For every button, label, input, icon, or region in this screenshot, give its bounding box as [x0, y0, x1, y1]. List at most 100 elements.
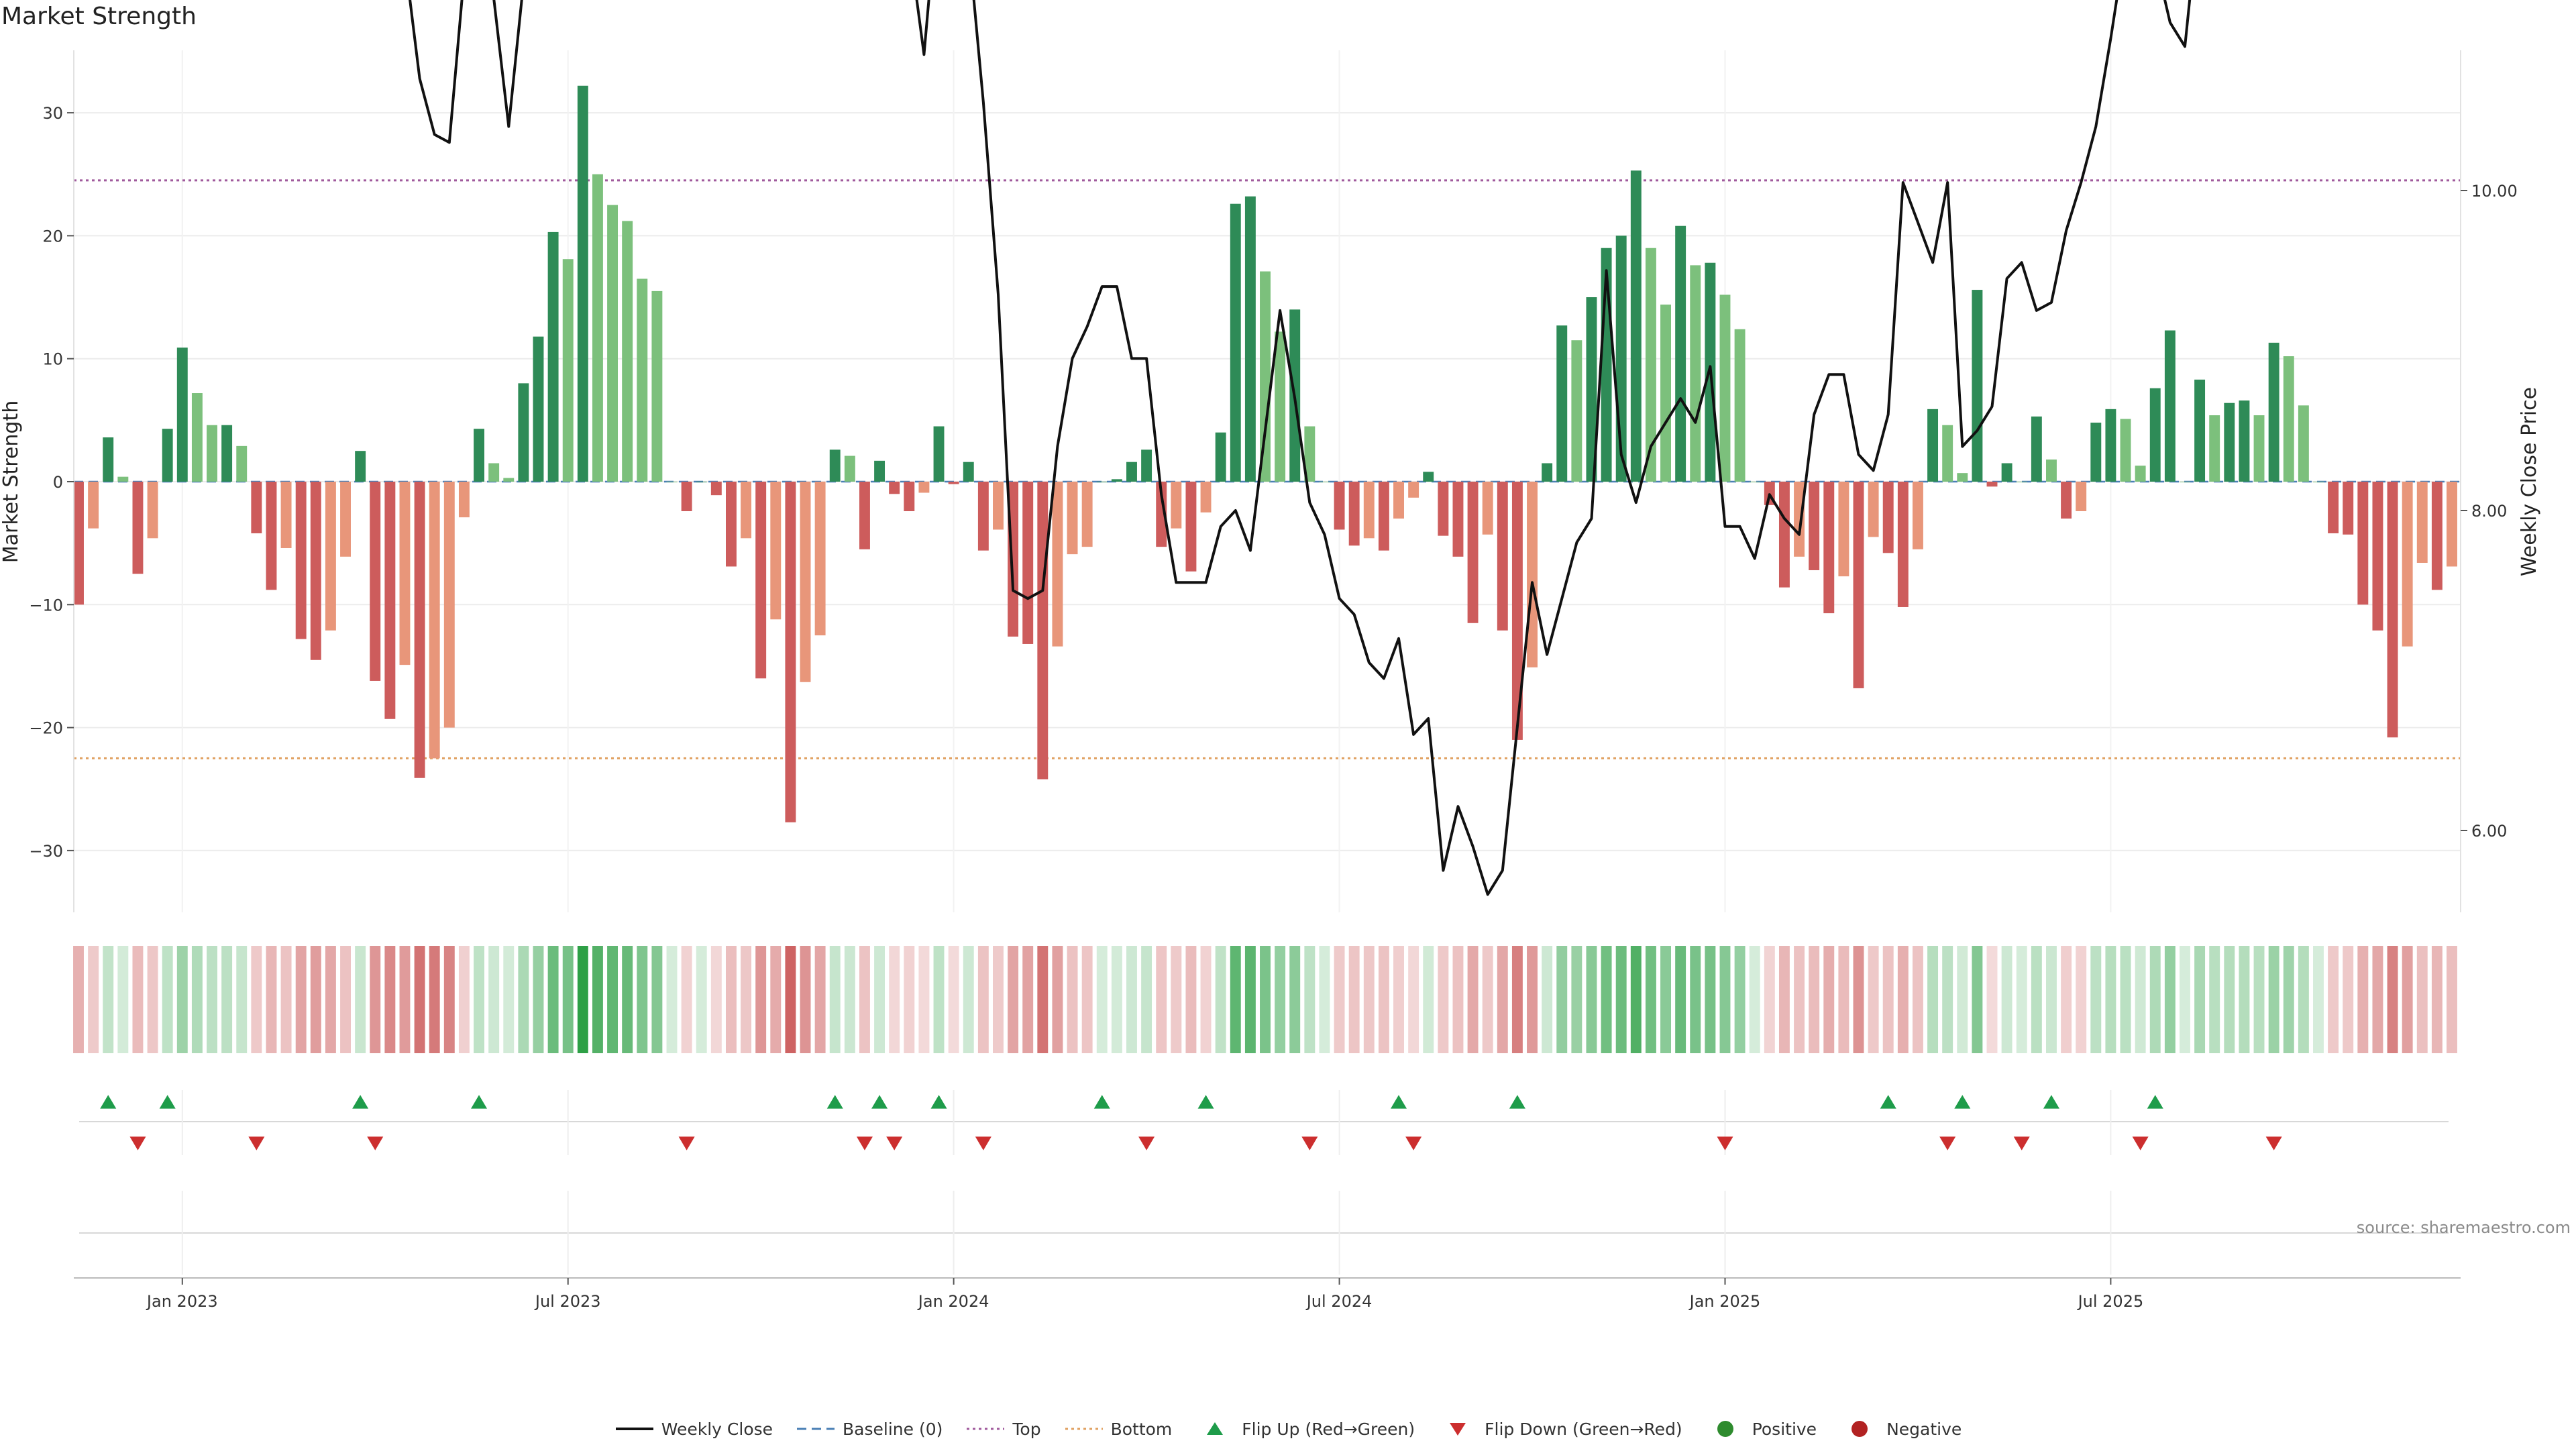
strength-bar — [2268, 342, 2279, 482]
strength-bar — [132, 482, 144, 574]
strength-bar — [1838, 482, 1849, 577]
heat-cell — [2343, 946, 2354, 1053]
heat-cell — [1778, 946, 1790, 1053]
strength-bar — [1823, 482, 1835, 614]
heat-cell — [1615, 946, 1627, 1053]
flip-up-marker — [826, 1095, 843, 1109]
heat-cell — [2313, 946, 2324, 1053]
strength-bar — [2372, 482, 2383, 631]
heat-cell — [1734, 946, 1746, 1053]
heat-cell — [1408, 946, 1419, 1053]
flip-down-marker — [678, 1136, 695, 1150]
strength-bar — [1111, 479, 1122, 482]
strength-bar — [518, 383, 529, 482]
heat-cell — [103, 946, 114, 1053]
heat-cell — [2076, 946, 2087, 1053]
heat-cell — [1141, 946, 1152, 1053]
strength-bar — [429, 482, 440, 759]
heat-cell — [1986, 946, 1998, 1053]
flip-down-marker — [886, 1136, 903, 1150]
heat-cell — [547, 946, 559, 1053]
heat-cell — [162, 946, 173, 1053]
strength-bar — [2328, 482, 2339, 533]
strength-bar — [963, 462, 974, 482]
strength-bar — [117, 476, 129, 482]
heat-cell — [1527, 946, 1538, 1053]
heat-cell — [1438, 946, 1449, 1053]
flip-down-marker — [129, 1136, 146, 1150]
strength-bar — [1719, 294, 1731, 482]
legend-symbol-icon — [1450, 1423, 1466, 1436]
heat-cell — [2416, 946, 2428, 1053]
flip-up-marker — [100, 1095, 117, 1109]
strength-bar — [1527, 482, 1538, 667]
heat-cell — [2061, 946, 2072, 1053]
flip-down-marker — [248, 1136, 265, 1150]
strength-bar — [814, 482, 826, 636]
heat-cell — [592, 946, 603, 1053]
flip-up-marker — [1197, 1095, 1214, 1109]
heat-cell — [251, 946, 262, 1053]
heat-cell — [1156, 946, 1167, 1053]
flip-up-marker — [1391, 1095, 1407, 1109]
flip-down-marker — [1301, 1136, 1318, 1150]
heat-cell — [73, 946, 84, 1053]
heat-cell — [207, 946, 217, 1053]
legend-symbol-icon — [1065, 1428, 1103, 1430]
legend-item: Flip Down (Green→Red) — [1438, 1419, 1682, 1439]
strength-bar — [2120, 419, 2131, 482]
flip-down-marker — [1138, 1136, 1155, 1150]
heat-cell — [2357, 946, 2369, 1053]
heat-cell — [2194, 946, 2206, 1053]
strength-bar — [1660, 305, 1671, 482]
strength-bar — [651, 290, 663, 482]
strength-bar — [2090, 423, 2102, 482]
heat-cell — [666, 946, 678, 1053]
x-tick-label: Jan 2025 — [1688, 1292, 1761, 1311]
strength-bar — [1482, 482, 1493, 535]
y-tick-label: 10 — [42, 350, 63, 369]
strength-bar — [1571, 340, 1582, 482]
strength-bar — [1912, 482, 1923, 549]
legend-symbol-icon — [797, 1428, 835, 1430]
heat-cell — [681, 946, 692, 1053]
weekly-close-series — [409, 0, 2192, 896]
strength-bar — [162, 429, 173, 482]
strength-bar — [103, 437, 114, 482]
legend-label: Baseline (0) — [843, 1419, 943, 1439]
strength-bar — [88, 482, 99, 529]
strength-bar — [1675, 225, 1686, 482]
strength-bar — [1215, 432, 1226, 482]
y-tick-label: 30 — [42, 104, 63, 123]
heat-cell — [1378, 946, 1389, 1053]
heat-cell — [755, 946, 767, 1053]
heat-cell — [2001, 946, 2012, 1053]
strength-bar — [2357, 482, 2369, 605]
heat-cell — [2268, 946, 2279, 1053]
heat-cell — [1363, 946, 1375, 1053]
flip-up-marker — [1093, 1095, 1110, 1109]
legend-symbol-icon — [1851, 1421, 1868, 1437]
strength-bar — [2387, 482, 2398, 738]
heat-cell — [2298, 946, 2309, 1053]
heat-cell — [1764, 946, 1775, 1053]
strength-bar — [1645, 248, 1656, 482]
heat-cell — [651, 946, 663, 1053]
strength-bar — [755, 482, 767, 679]
heat-cell — [1675, 946, 1686, 1053]
strength-bar — [1556, 325, 1568, 482]
strength-bar — [1467, 482, 1479, 623]
flip-up-marker — [871, 1095, 888, 1109]
legend-item: Top — [965, 1419, 1041, 1439]
y-tick-label: 0 — [53, 473, 63, 492]
heat-cell — [1749, 946, 1760, 1053]
legend-symbol-icon — [967, 1428, 1005, 1430]
heat-cell — [1008, 946, 1019, 1053]
strength-bar — [1734, 329, 1746, 482]
heat-cell — [859, 946, 870, 1053]
heat-cell — [1452, 946, 1464, 1053]
heat-cell — [1601, 946, 1612, 1053]
heat-cell — [310, 946, 321, 1053]
strength-bar — [859, 482, 870, 549]
heat-cell — [1111, 946, 1122, 1053]
